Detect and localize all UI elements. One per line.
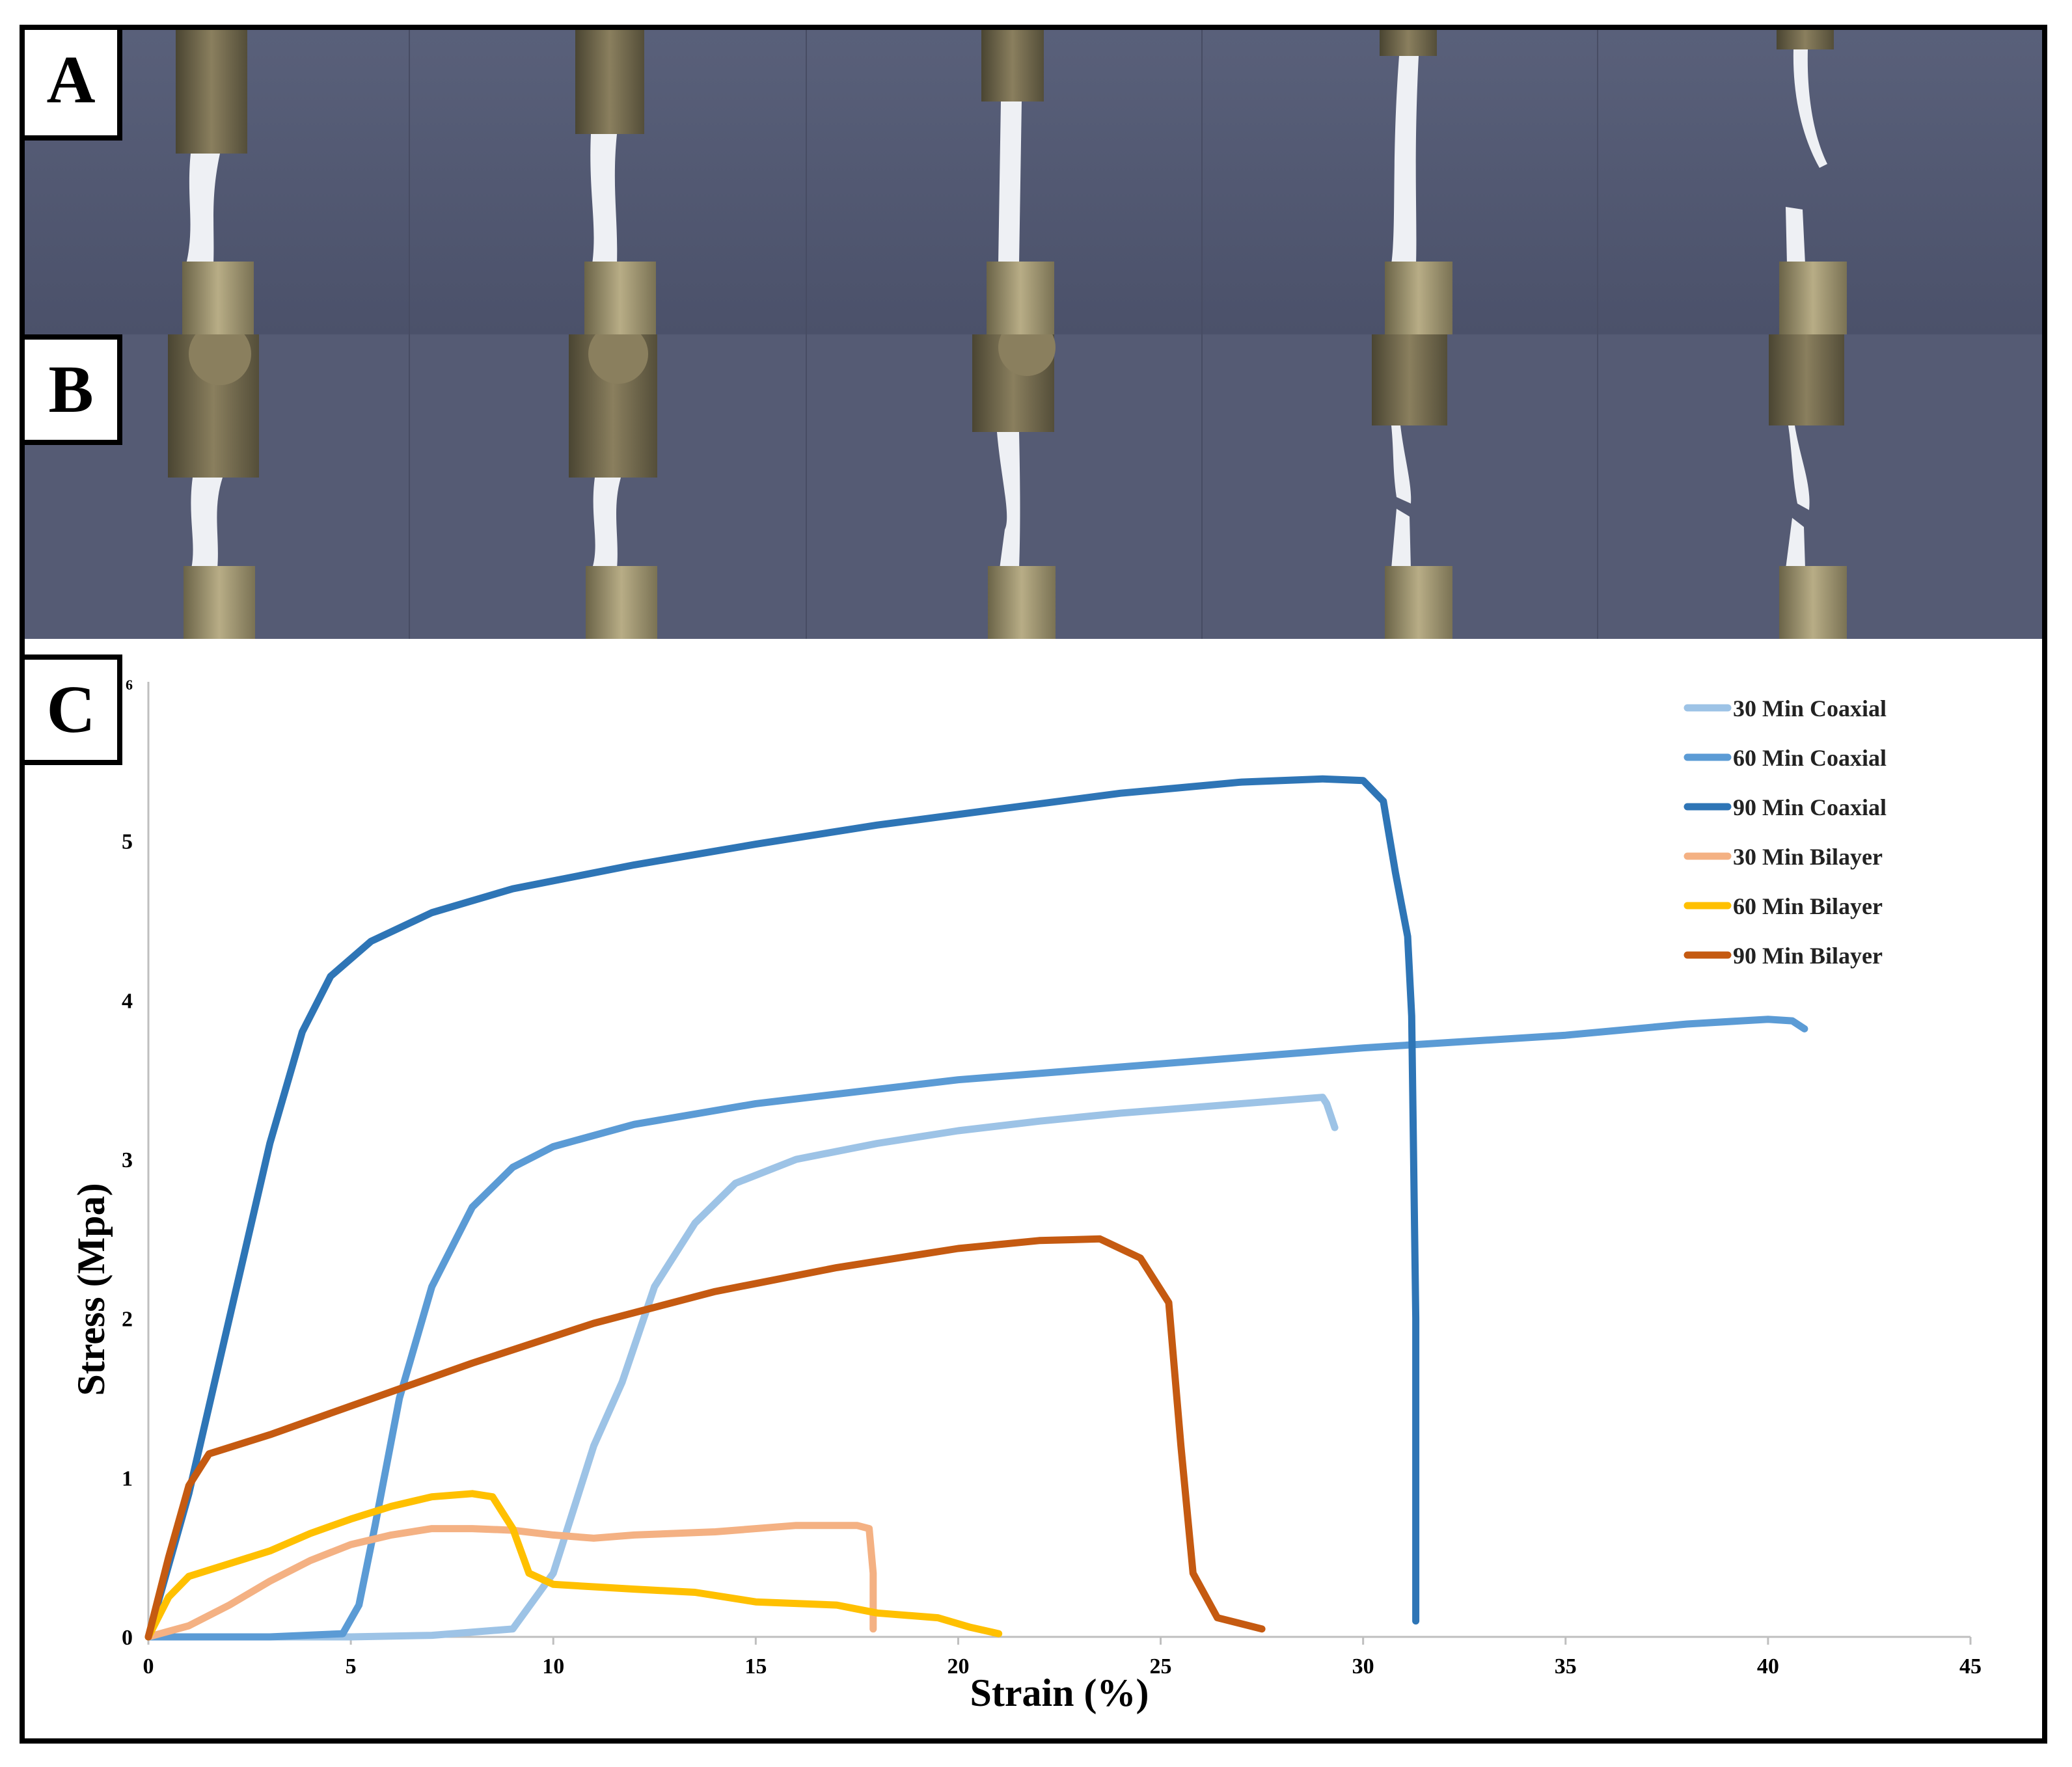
x-tick-label: 30 (1352, 1654, 1374, 1679)
x-tick-label: 40 (1757, 1654, 1779, 1679)
specimen-a5 (1777, 30, 1847, 334)
x-tick-label: 15 (744, 1654, 767, 1679)
photo-strip-b (25, 334, 2042, 639)
legend-label-6: 90 Min Bilayer (1733, 943, 1883, 969)
y-axis-title: Stress (Mpa) (70, 1183, 113, 1396)
series-line-3 (144, 775, 1420, 1641)
legend-label-5: 60 Min Bilayer (1733, 893, 1883, 919)
specimen-b4 (1372, 334, 1452, 639)
series-line-6 (144, 1235, 1266, 1641)
x-tick-label: 5 (346, 1654, 357, 1679)
series-line-1 (144, 1094, 1339, 1641)
photo-strip-a (25, 30, 2042, 334)
panel-label-a: A (25, 30, 122, 141)
specimen-b1 (168, 334, 259, 639)
specimen-b5 (1769, 334, 1847, 639)
y-tick-label: 2 (122, 1308, 133, 1332)
x-tick-label: 0 (143, 1654, 154, 1679)
specimen-a4 (1380, 30, 1452, 334)
y-tick-label: 6 (126, 677, 133, 693)
specimen-a1 (176, 30, 254, 334)
figure-frame: 0 5 10 15 20 25 30 35 40 45 0 1 2 3 4 5 6 30 Min Coaxial… (20, 25, 2047, 1744)
legend-label-3: 90 Min Coaxial (1733, 794, 1887, 820)
x-tick-label: 20 (947, 1654, 969, 1679)
x-tick-label: 25 (1150, 1654, 1172, 1679)
series-line-5 (144, 1490, 1003, 1641)
x-tick-label: 10 (542, 1654, 564, 1679)
panel-label-c: C (25, 654, 122, 765)
y-tick-label: 3 (122, 1148, 133, 1172)
legend-label-4: 30 Min Bilayer (1733, 844, 1883, 870)
legend-label-2: 60 Min Coaxial (1733, 745, 1887, 771)
x-tick-label: 45 (1959, 1654, 1982, 1679)
specimen-a2 (575, 30, 656, 334)
y-tick-label: 0 (122, 1626, 133, 1650)
x-axis-title: Strain (%) (970, 1671, 1149, 1714)
specimen-b2 (569, 334, 657, 639)
series-line-4 (144, 1522, 877, 1641)
y-tick-label: 1 (122, 1466, 133, 1490)
plot-lines (144, 775, 1808, 1641)
legend: 30 Min Coaxial 60 Min Coaxial 90 Min Coaxi… (1684, 695, 1887, 969)
series-line-2 (144, 1016, 1808, 1641)
y-tick-label: 5 (122, 830, 133, 854)
x-tick-label: 35 (1555, 1654, 1577, 1679)
panel-label-b: B (25, 334, 122, 445)
specimen-a3 (981, 30, 1054, 334)
y-tick-label: 4 (122, 989, 133, 1013)
specimen-b3 (972, 334, 1056, 639)
photo-panels (25, 30, 2042, 639)
legend-label-1: 30 Min Coaxial (1733, 695, 1887, 722)
